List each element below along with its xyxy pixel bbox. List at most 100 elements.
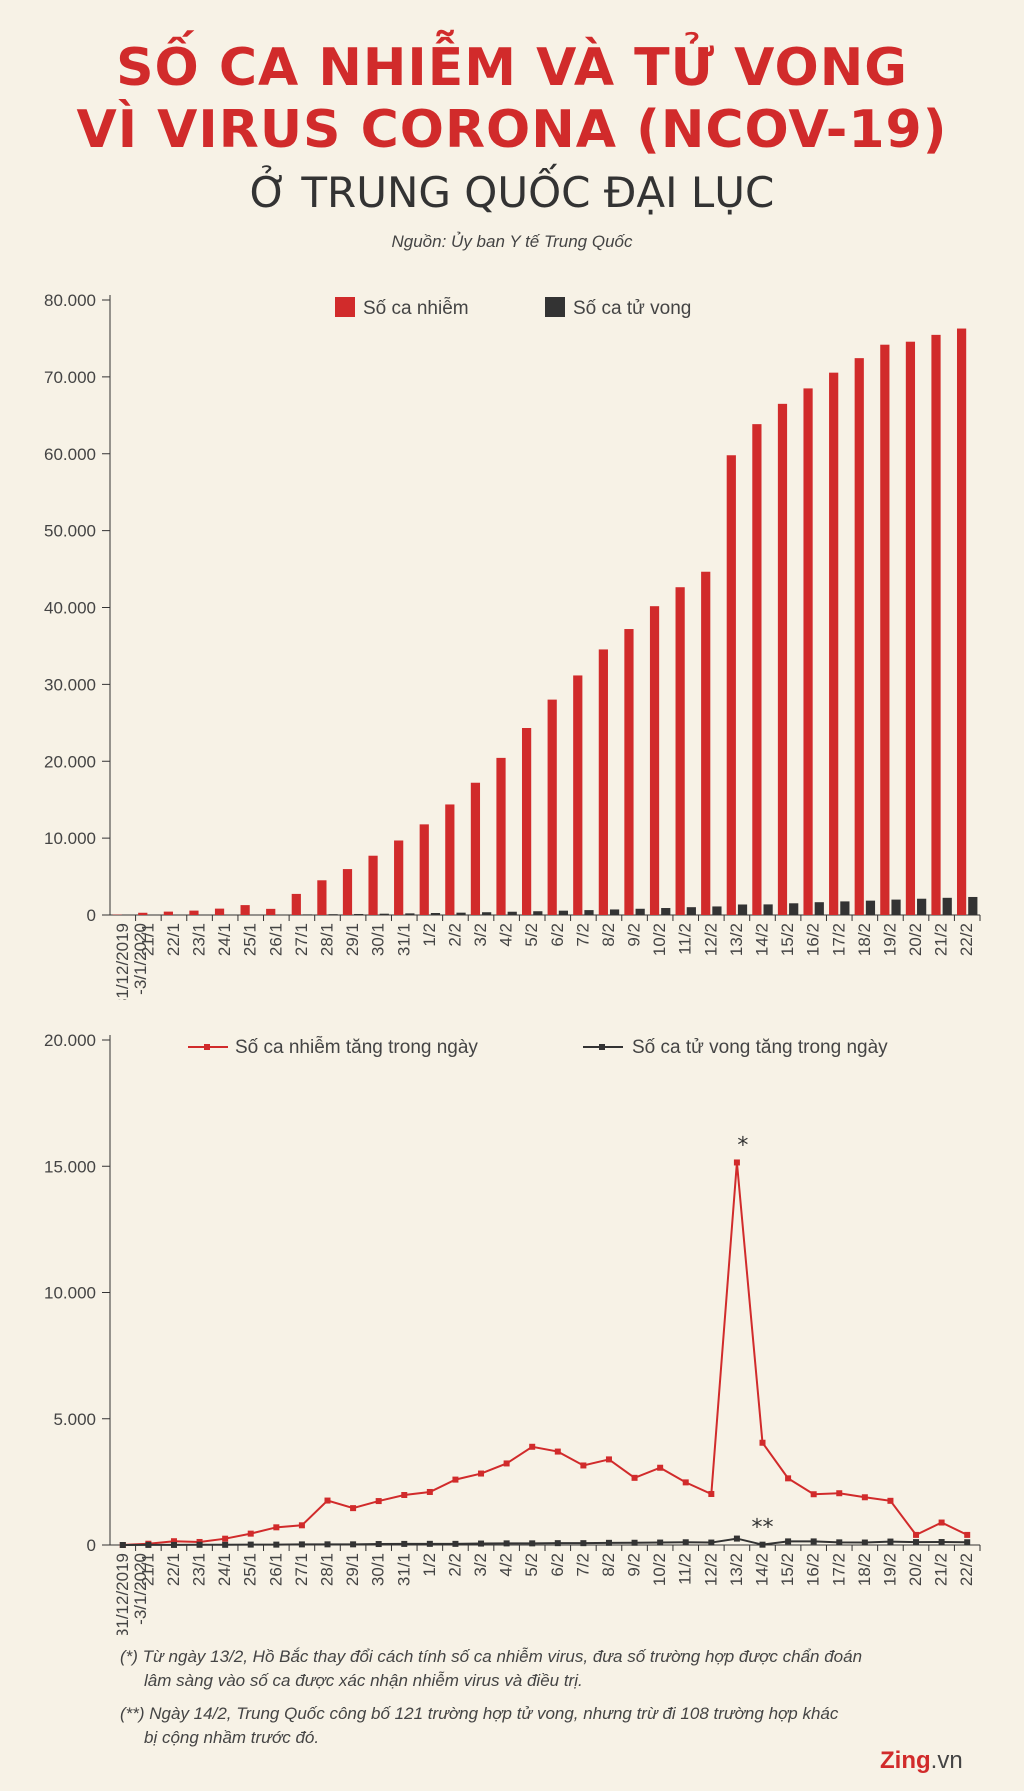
point-deaths-30-1 <box>375 1541 382 1548</box>
point-deaths-17-2 <box>836 1539 843 1546</box>
point-infected-4-2 <box>503 1460 510 1467</box>
point-deaths-21-2 <box>938 1539 945 1546</box>
y-tick-label: 80.000 <box>44 291 96 310</box>
point-infected-22-1 <box>170 1538 177 1545</box>
point-deaths-24-1 <box>222 1541 229 1548</box>
x-tick-label-3-2: 3/2 <box>471 923 490 947</box>
bar-infected-13-2 <box>726 455 736 915</box>
cumulative-bar-chart: 80.000 70.000 60.000 50.000 40.000 30.000 20.0… <box>44 291 981 1000</box>
bar-infected-7-2 <box>573 675 583 915</box>
y-tick-label: 10.000 <box>44 1284 96 1303</box>
point-deaths-18-2 <box>861 1539 868 1546</box>
y-tick-label: 0 <box>87 1536 96 1555</box>
bar-infected-16-2 <box>803 388 813 915</box>
point-infected-20-2 <box>913 1531 920 1538</box>
x-tick-label-15-2: 15/2 <box>778 923 797 956</box>
source-note: Nguồn: Ủy ban Y tế Trung Quốc <box>391 232 633 251</box>
x-tick-label-31-12-2019-3-1-2020: 31/12/2019-3/1/2020 <box>113 1553 150 1635</box>
point-infected-7-2 <box>580 1462 587 1469</box>
point-infected-19-2 <box>887 1497 894 1504</box>
x-tick-label-20-2: 20/2 <box>906 923 925 956</box>
point-infected-24-1 <box>222 1535 229 1542</box>
bar-infected-1-2 <box>419 824 429 915</box>
bar-infected-29-1 <box>342 869 353 915</box>
daily-line-chart: 20.00015.00010.0005.0000***31/12/2019-3/… <box>44 1031 981 1635</box>
legend-label-deaths-daily: Số ca tử vong tăng trong ngày <box>632 1037 888 1058</box>
logo-suffix: .vn <box>930 1747 963 1774</box>
bar-deaths-15-2 <box>789 903 799 915</box>
point-deaths-4-2 <box>503 1540 510 1547</box>
x-tick-label-22-2: 22/2 <box>957 923 976 956</box>
bar-infected-20-2 <box>905 341 916 915</box>
bar-infected-22-1 <box>163 911 173 915</box>
bar-infected-10-2 <box>649 606 660 915</box>
x-tick-label-21-1: 21/1 <box>138 1553 157 1586</box>
x-tick-label-19-2: 19/2 <box>880 923 899 956</box>
bar-deaths-20-2 <box>917 898 927 915</box>
point-deaths-28-1 <box>324 1541 331 1548</box>
y-tick-label: 20.000 <box>44 1031 96 1050</box>
bar-infected-21-1 <box>138 912 148 915</box>
bar-infected-22-2 <box>956 328 967 915</box>
bar-infected-4-2 <box>496 757 506 915</box>
x-tick-label-17-2: 17/2 <box>829 923 848 956</box>
point-infected-27-1 <box>298 1522 305 1529</box>
point-deaths-22-2 <box>964 1539 971 1546</box>
bar-deaths-16-2 <box>814 902 824 915</box>
bar-deaths-11-2 <box>686 907 696 915</box>
x-tick-label-1-2: 1/2 <box>420 1553 439 1577</box>
point-deaths-25-1 <box>247 1541 254 1548</box>
bar-deaths-22-2 <box>968 896 978 915</box>
x-tick-label-16-2: 16/2 <box>804 923 823 956</box>
bar-deaths-6-2 <box>558 910 569 915</box>
x-tick-label-12-2: 12/2 <box>701 923 720 956</box>
bar-infected-25-1 <box>240 905 250 915</box>
point-infected-31-1 <box>401 1492 408 1499</box>
zing-logo[interactable]: Zing.vn <box>880 1747 963 1775</box>
y-tick-label: 30.000 <box>44 675 96 694</box>
y-tick-label: 40.000 <box>44 599 96 618</box>
y-tick-label: 10.000 <box>44 829 96 848</box>
point-deaths-13-2 <box>733 1535 740 1542</box>
x-tick-label-30-1: 30/1 <box>369 923 388 956</box>
x-tick-label-18-2: 18/2 <box>855 923 874 956</box>
x-tick-label-9-2: 9/2 <box>625 923 644 947</box>
point-infected-18-2 <box>861 1494 868 1501</box>
x-tick-label-14-2: 14/2 <box>753 1553 772 1586</box>
footnote-2: (**) Ngày 14/2, Trung Quốc công bố 121 t… <box>120 1702 940 1750</box>
y-tick-label: 70.000 <box>44 368 96 387</box>
point-deaths-12-2 <box>708 1539 715 1546</box>
x-tick-label-27-1: 27/1 <box>292 923 311 956</box>
y-tick-label: 5.000 <box>53 1410 96 1429</box>
y-tick-label: 20.000 <box>44 752 96 771</box>
bar-deaths-30-1 <box>379 913 389 915</box>
point-infected-6-2 <box>554 1448 561 1455</box>
x-tick-label-26-1: 26/1 <box>266 923 285 956</box>
point-infected-30-1 <box>375 1498 382 1505</box>
bar-infected-12-2 <box>701 571 711 915</box>
annotation-asterisk: * <box>737 1133 748 1158</box>
bar-infected-17-2 <box>829 372 839 915</box>
x-tick-label-14-2: 14/2 <box>753 923 772 956</box>
x-tick-label-22-2: 22/2 <box>957 1553 976 1586</box>
point-infected-8-2 <box>605 1456 612 1463</box>
annotation-double-asterisk: ** <box>752 1516 774 1541</box>
footnote-1: (*) Từ ngày 13/2, Hồ Bắc thay đổi cách t… <box>120 1645 940 1693</box>
x-tick-label-29-1: 29/1 <box>343 923 362 956</box>
point-deaths-14-2 <box>759 1541 766 1548</box>
bar-infected-9-2 <box>624 629 634 915</box>
bar-deaths-10-2 <box>661 908 671 915</box>
x-tick-label-3-2: 3/2 <box>471 1553 490 1577</box>
point-infected-5-2 <box>529 1443 536 1450</box>
series-line-infected-daily <box>122 1162 968 1546</box>
x-tick-label-28-1: 28/1 <box>318 1553 337 1586</box>
bar-infected-28-1 <box>317 880 327 915</box>
point-deaths-29-1 <box>350 1541 357 1548</box>
legend-label-deaths: Số ca tử vong <box>573 298 691 319</box>
x-tick-label-11-2: 11/2 <box>676 923 695 955</box>
bar-infected-11-2 <box>675 587 685 915</box>
y-tick-label: 60.000 <box>44 445 96 464</box>
bar-infected-15-2 <box>777 403 788 915</box>
point-deaths-15-2 <box>785 1538 792 1545</box>
x-tick-label-6-2: 6/2 <box>548 923 567 947</box>
